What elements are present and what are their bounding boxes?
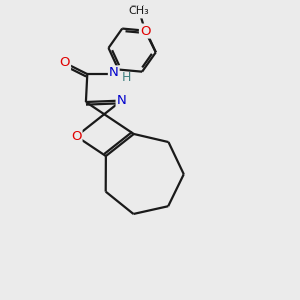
- Text: O: O: [140, 25, 150, 38]
- Text: O: O: [60, 56, 70, 69]
- Text: O: O: [71, 130, 82, 143]
- Text: CH₃: CH₃: [128, 4, 150, 17]
- Text: N: N: [117, 94, 126, 107]
- Text: H: H: [122, 71, 131, 84]
- Text: N: N: [109, 66, 118, 80]
- Text: CH₃: CH₃: [129, 6, 149, 16]
